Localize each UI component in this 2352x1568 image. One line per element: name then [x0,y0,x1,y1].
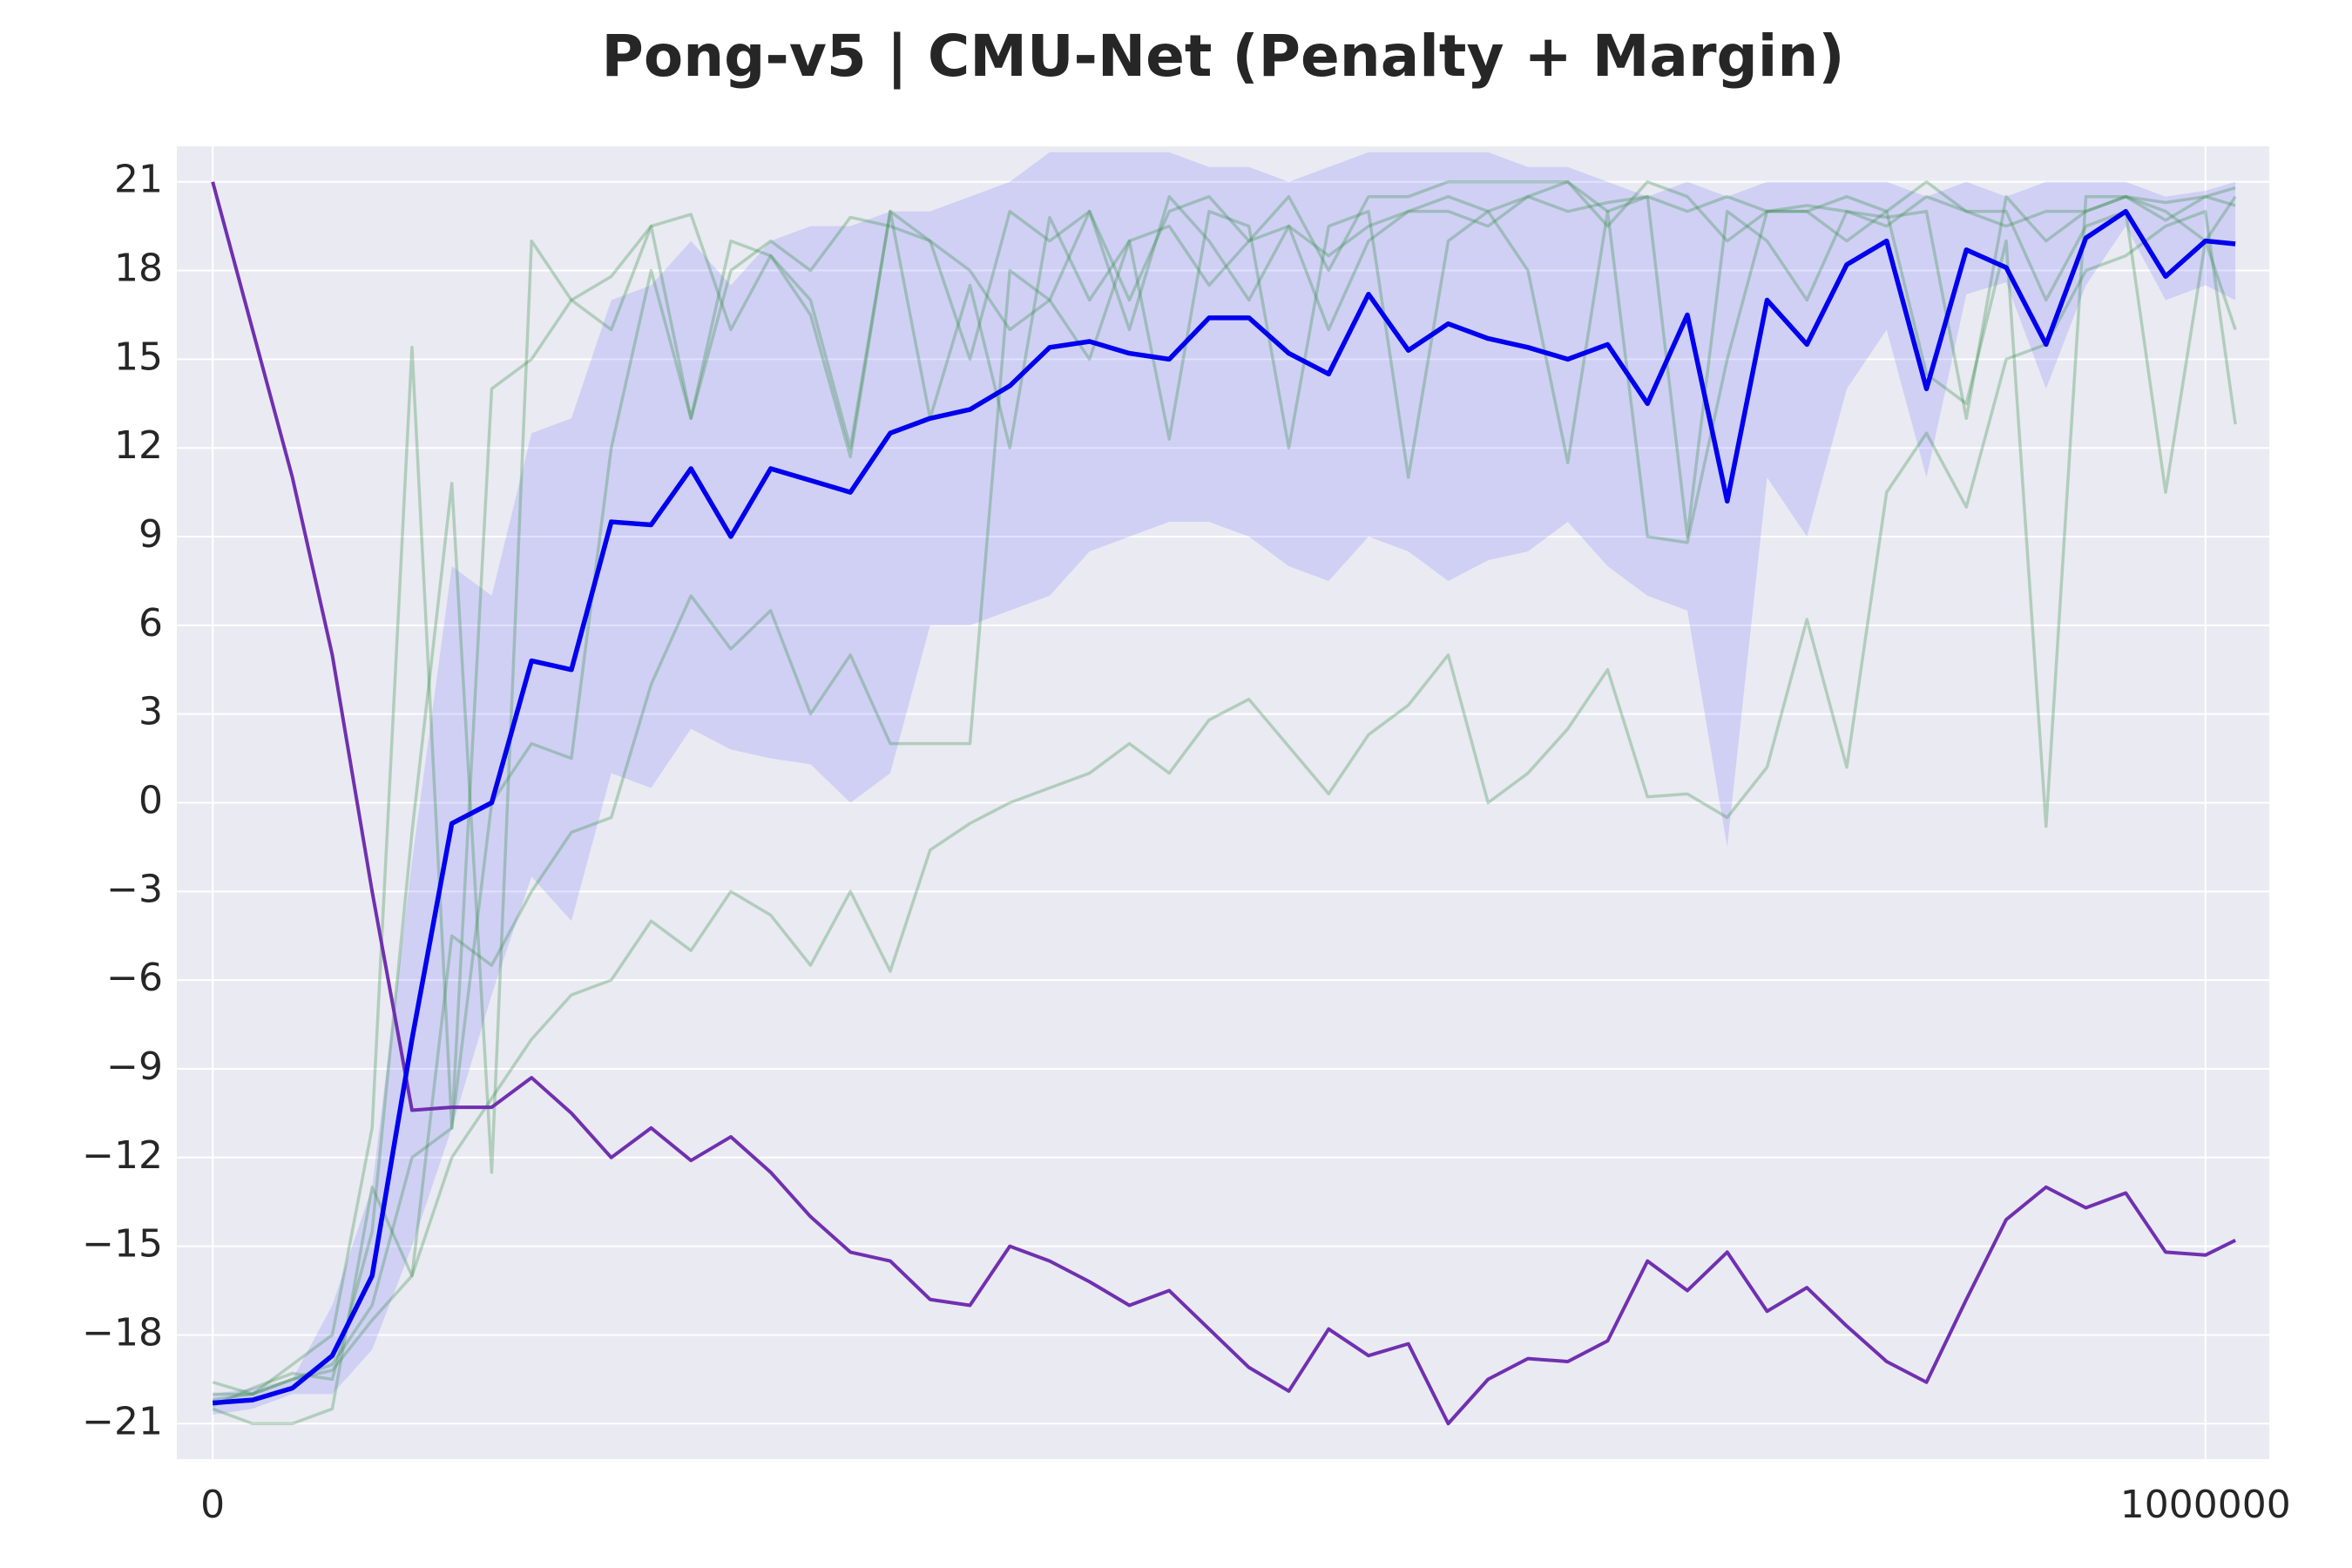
y-tick-label: −18 [82,1310,163,1355]
y-tick-label: −21 [82,1399,163,1443]
plot-marks [211,152,2237,1426]
run-line [212,194,2237,1402]
mean-line [212,208,2236,1406]
y-tick-label: 0 [139,779,163,823]
confidence-band [213,152,2236,1416]
run-line [212,179,2236,1396]
run-line [213,179,2237,1396]
y-tick-label: 9 [139,512,163,557]
y-tick-label: −12 [82,1133,163,1178]
y-tick-label: −9 [106,1044,163,1089]
x-tick-label: 0 [200,1483,225,1527]
y-tick-label: 18 [114,247,163,291]
y-tick-label: −6 [106,956,163,1000]
chart-title: Pong-v5 | CMU-Net (Penalty + Margin) [601,23,1844,91]
y-tick-label: 12 [114,423,163,468]
y-tick-label: 21 [114,158,163,202]
x-tick-label: 1000000 [2120,1483,2291,1527]
run-line [212,194,2236,1408]
run-line [212,209,2237,1426]
tick-labels: −21 −18 −15 −12 −9 −6 −3 0 3 6 9 12 15 18 21 0 1000000 [82,158,2291,1527]
y-tick-label: −3 [106,867,163,911]
y-tick-label: 6 [139,601,163,645]
y-tick-label: −15 [82,1222,163,1267]
grid [177,146,2269,1459]
y-tick-label: 15 [114,335,163,379]
baseline-line [211,181,2236,1426]
y-tick-label: 3 [139,690,163,734]
